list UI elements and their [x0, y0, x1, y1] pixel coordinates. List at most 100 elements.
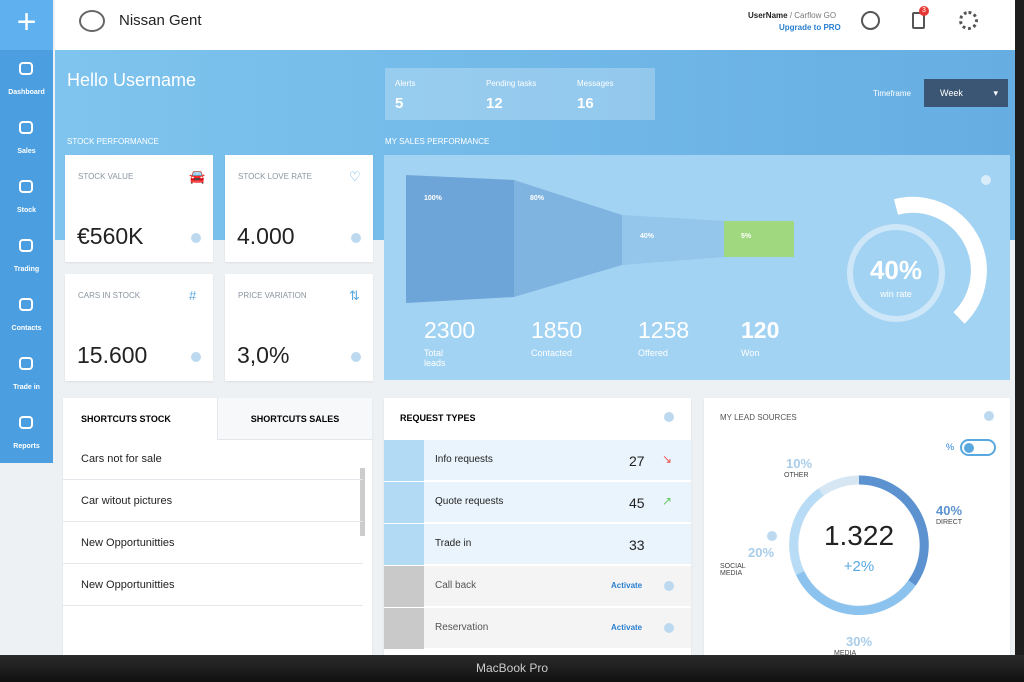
funnel [406, 175, 991, 324]
request-label: Info requests [435, 454, 493, 465]
stock-card: CARS IN STOCK #15.600 [65, 274, 213, 381]
sales-title: MY SALES PERFORMANCE [385, 137, 490, 146]
funnel-step [622, 215, 724, 265]
info-dot [191, 352, 201, 362]
shortcut[interactable]: Cars not for sale [63, 438, 363, 480]
upgrade-link[interactable]: Upgrade to PRO [779, 23, 841, 32]
counter-value: 12 [486, 95, 503, 112]
nav-icon[interactable] [19, 357, 33, 370]
source-pct: 10% [786, 456, 813, 471]
funnel-label: Contacted [531, 348, 573, 358]
info-dot [767, 531, 777, 541]
funnel-value: 1850 [531, 317, 583, 343]
request-icon [384, 524, 424, 565]
trend: ↘ [662, 452, 673, 466]
user-suffix: / Carflow GO [789, 11, 837, 20]
timeframe-label: Timeframe [873, 89, 911, 98]
win-ring [893, 196, 987, 324]
nav-icon[interactable] [19, 416, 33, 429]
request-row[interactable]: Info requests 27 ↘ [384, 440, 691, 481]
source-pct: 20% [748, 545, 775, 560]
card-value: 4.000 [237, 223, 295, 249]
card-value: 15.600 [77, 342, 148, 368]
tab[interactable]: SHORTCUTS SALES [218, 398, 372, 440]
win-label: win rate [880, 289, 912, 299]
activate-link[interactable]: Activate [611, 623, 643, 632]
header: Nissan Gent UserName / Carflow GO Upgrad… [55, 0, 1015, 50]
nav-label[interactable]: Trading [13, 266, 40, 273]
badge: 3 [919, 6, 929, 16]
request-label: Call back [435, 580, 477, 591]
bezel [1015, 0, 1024, 682]
add-button[interactable]: + [0, 0, 53, 50]
stock-card: PRICE VARIATION ⇅ 3,0% [225, 274, 373, 381]
nav-label[interactable]: Contacts [11, 325, 42, 332]
shortcut[interactable]: New Opportunitties [63, 522, 363, 564]
card-value: €560K [77, 223, 144, 249]
request-row[interactable]: Trade in 33 [384, 524, 691, 565]
tasks-icon[interactable] [912, 12, 925, 29]
funnel-pct: 5% [741, 233, 752, 240]
settings-icon[interactable] [959, 11, 978, 30]
requests-title: REQUEST TYPES [400, 413, 476, 423]
nav-icon[interactable] [19, 62, 33, 75]
card-label: STOCK VALUE [78, 172, 134, 181]
nav-label[interactable]: Trade in [13, 384, 40, 391]
site-title: Nissan Gent [119, 12, 202, 29]
lead-change: +2% [843, 558, 875, 575]
info-dot [984, 411, 994, 421]
scrollbar [360, 468, 365, 536]
requests-panel: REQUEST TYPES Info requests 27 ↘ Quote requ… [384, 398, 691, 655]
counter-label: Alerts [395, 79, 416, 88]
request-row[interactable]: Quote requests 45 ↗ [384, 482, 691, 523]
shortcuts-panel: SHORTCUTS STOCK SHORTCUTS SALES Cars not… [63, 398, 372, 655]
leads-title: MY LEAD SOURCES [720, 413, 797, 422]
shortcut[interactable]: New Opportunitties [63, 564, 363, 606]
funnel-pct: 80% [530, 195, 545, 202]
nav-icon[interactable] [19, 121, 33, 134]
greeting: Hello Username [67, 70, 197, 90]
counter-box [385, 68, 655, 120]
activate-link[interactable]: Activate [611, 581, 643, 590]
nav-label[interactable]: Sales [17, 148, 36, 155]
card-label: STOCK LOVE RATE [238, 172, 312, 181]
nav-icon[interactable] [19, 298, 33, 311]
card-icon: 🚘 [189, 169, 206, 184]
trend: ↗ [662, 494, 673, 508]
card-icon: ⇅ [349, 288, 360, 303]
shortcut[interactable]: Car witout pictures [63, 480, 363, 522]
nav-icon[interactable] [19, 239, 33, 252]
info-dot [664, 623, 674, 633]
leads-panel: MY LEAD SOURCES % 1.322 +2% 10% OTHER 40% D… [704, 398, 1010, 655]
nav-label[interactable]: Dashboard [8, 89, 45, 96]
user: UserName [748, 11, 788, 20]
card-value: 3,0% [237, 342, 290, 368]
counter-label: Messages [577, 79, 614, 88]
laptop-bar: MacBook Pro [0, 655, 1024, 682]
nav-icon[interactable] [19, 180, 33, 193]
toggle[interactable] [960, 439, 996, 456]
source-label: MEDIA PARTNERS [834, 650, 856, 655]
info-dot [664, 412, 674, 422]
card-label: PRICE VARIATION [238, 291, 307, 300]
nav-label[interactable]: Stock [16, 207, 37, 214]
profile-icon[interactable] [861, 11, 880, 30]
request-label: Reservation [435, 622, 489, 633]
request-row[interactable]: Reservation Activate [384, 608, 691, 649]
stock-card: STOCK LOVE RATE ♡ 4.000 [225, 155, 373, 262]
request-count: 45 [629, 495, 645, 511]
funnel-value: 1258 [638, 317, 690, 343]
source-label: DIRECT [936, 519, 963, 526]
request-icon [384, 608, 424, 649]
tab[interactable]: SHORTCUTS STOCK [63, 398, 218, 440]
request-row[interactable]: Call back Activate [384, 566, 691, 607]
timeframe-select[interactable]: Week ▾ [924, 79, 1008, 107]
request-count: 27 [629, 453, 645, 469]
user-name[interactable]: UserName / Carflow GO [748, 11, 836, 20]
info-dot [351, 352, 361, 362]
funnel-pct: 40% [640, 233, 655, 240]
nav-label[interactable]: Reports [13, 443, 40, 450]
laptop-label: MacBook Pro [475, 661, 549, 675]
funnel-label: Offered [638, 348, 668, 358]
funnel-value: 2300 [424, 317, 476, 343]
